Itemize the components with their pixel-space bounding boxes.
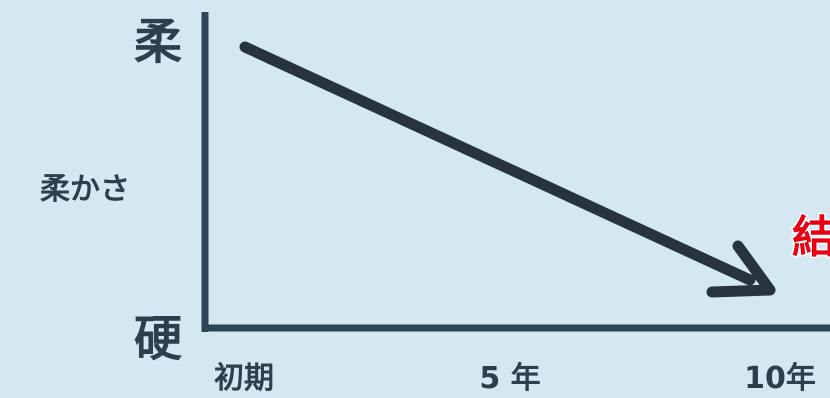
y-axis-title: 柔かさ bbox=[40, 172, 130, 207]
x-tick-label: 10年 bbox=[744, 361, 816, 396]
annotation-label: 結 bbox=[792, 212, 830, 263]
trend-arrow-head bbox=[706, 240, 776, 298]
y-top-label: 柔 bbox=[134, 14, 182, 70]
y-bottom-label: 硬 bbox=[134, 311, 182, 367]
x-tick-label: 初期 bbox=[214, 361, 274, 396]
x-tick-label: 5 年 bbox=[479, 361, 540, 396]
trend-arrow-line bbox=[239, 41, 756, 286]
